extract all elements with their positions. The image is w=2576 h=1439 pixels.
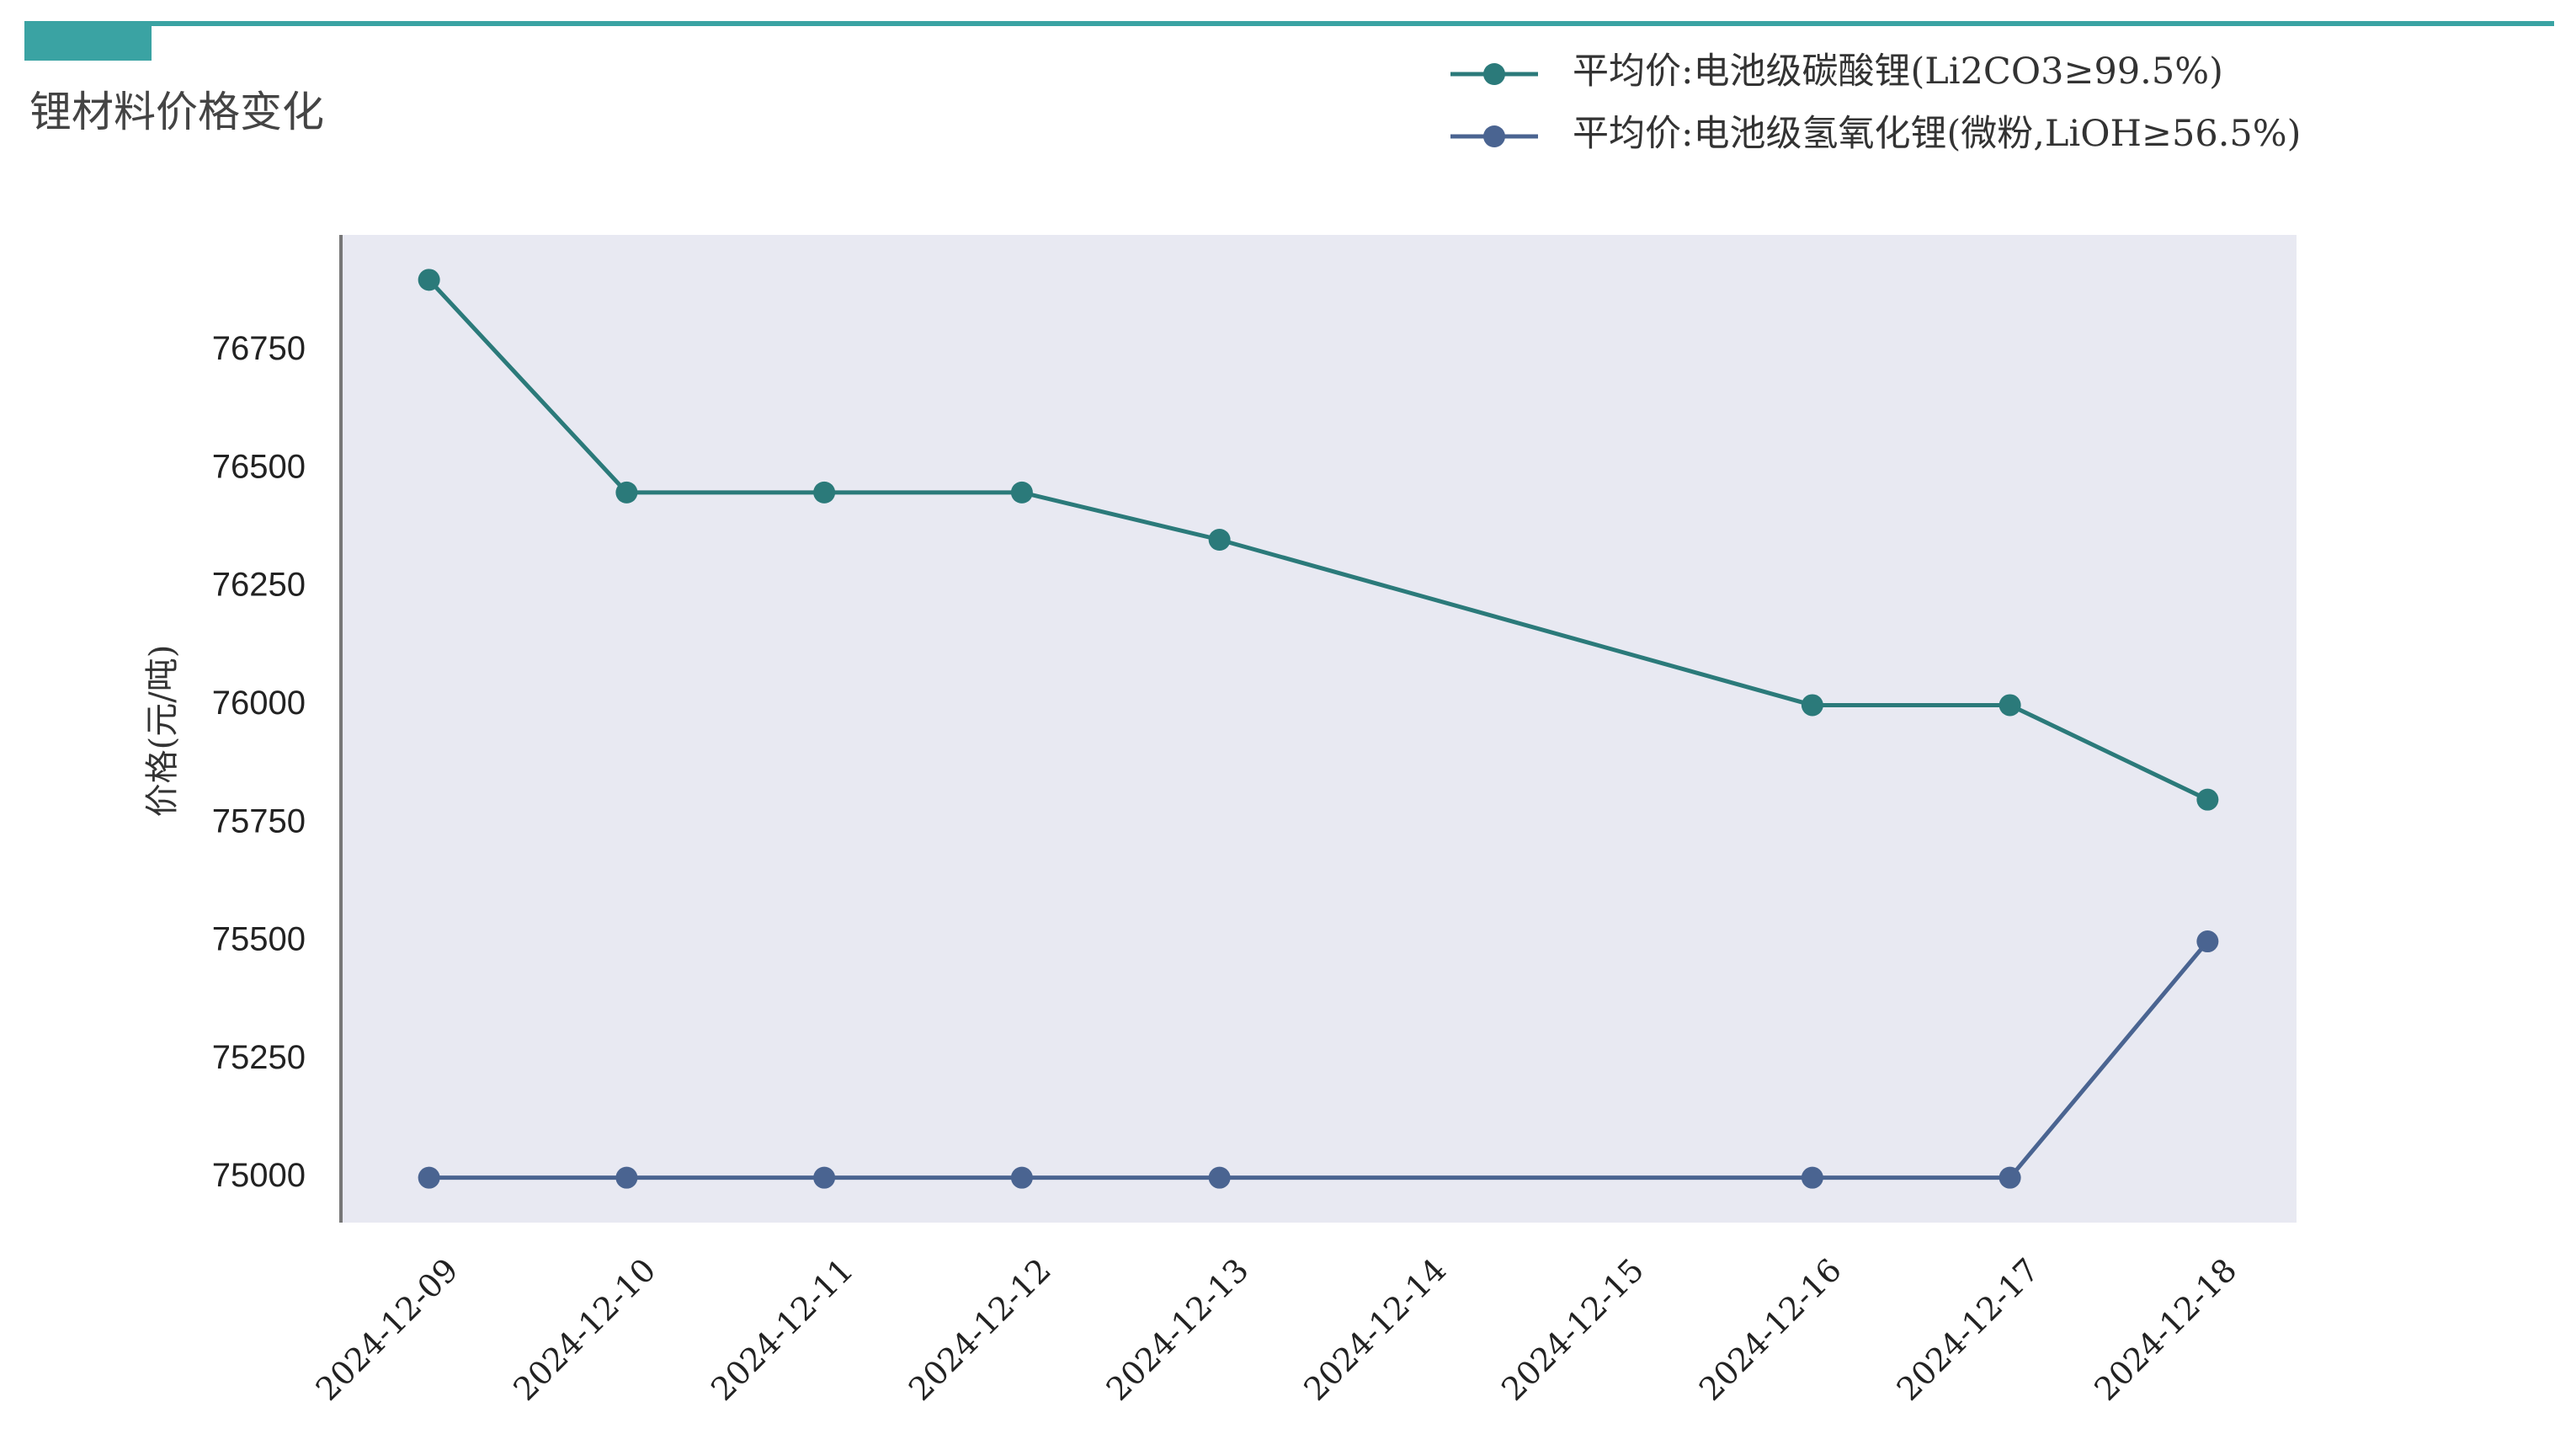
data-point xyxy=(1010,1166,1033,1189)
data-point xyxy=(1801,1166,1823,1189)
y-axis-label: 价格(元/吨) xyxy=(143,645,182,818)
x-tick-label: 2024-12-10 xyxy=(506,1251,663,1408)
legend-label: 平均价:电池级氢氧化锂(微粉,LiOH≥56.5%) xyxy=(1573,113,2301,155)
y-tick-label: 75250 xyxy=(212,1039,306,1076)
x-tick-label: 2024-12-12 xyxy=(902,1251,1058,1408)
data-point xyxy=(1999,694,2021,717)
x-tick-label: 2024-12-17 xyxy=(1890,1251,2046,1408)
y-tick-label: 75750 xyxy=(212,802,306,839)
x-tick-label: 2024-12-11 xyxy=(704,1251,860,1408)
x-tick-label: 2024-12-13 xyxy=(1099,1251,1256,1408)
legend-marker xyxy=(1483,125,1505,147)
x-tick-label: 2024-12-15 xyxy=(1494,1251,1651,1408)
data-point xyxy=(1999,1166,2021,1189)
x-tick-label: 2024-12-16 xyxy=(1692,1251,1849,1408)
data-point xyxy=(2196,788,2219,811)
data-point xyxy=(1208,529,1231,552)
data-point xyxy=(2196,930,2219,953)
y-tick-label: 76500 xyxy=(212,448,306,485)
legend-label: 平均价:电池级碳酸锂(Li2CO3≥99.5%) xyxy=(1573,51,2223,93)
data-point xyxy=(615,481,638,504)
y-tick-label: 76750 xyxy=(212,330,306,367)
series-line xyxy=(428,940,2210,1181)
data-point xyxy=(418,269,440,291)
y-tick-label: 76000 xyxy=(212,685,306,722)
y-tick-label: 75000 xyxy=(212,1157,306,1194)
data-point xyxy=(1010,481,1033,504)
legend-marker xyxy=(1483,63,1505,85)
y-tick-label: 75500 xyxy=(212,921,306,958)
data-point xyxy=(1801,694,1823,717)
x-tick-label: 2024-12-18 xyxy=(2087,1251,2243,1408)
chart-title: 锂材料价格变化 xyxy=(29,88,324,136)
data-point xyxy=(813,481,836,504)
x-tick-label: 2024-12-09 xyxy=(309,1251,466,1408)
data-point xyxy=(813,1166,836,1189)
series-line xyxy=(427,278,2209,802)
data-point xyxy=(1208,1166,1231,1189)
x-tick-label: 2024-12-14 xyxy=(1296,1251,1453,1408)
data-point xyxy=(418,1166,440,1189)
header-block xyxy=(24,23,152,61)
plot-area xyxy=(340,235,2297,1223)
data-point xyxy=(615,1166,638,1189)
y-tick-label: 76250 xyxy=(212,567,306,604)
